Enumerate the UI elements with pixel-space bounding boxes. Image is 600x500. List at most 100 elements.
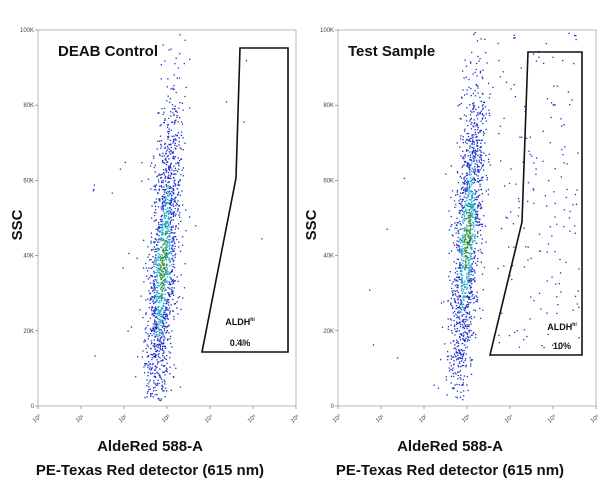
- event-dot: [475, 62, 478, 65]
- event-dot: [164, 277, 166, 279]
- event-dot: [165, 198, 167, 200]
- event-dot: [173, 200, 175, 203]
- event-dot: [482, 176, 484, 179]
- event-dot: [498, 132, 500, 135]
- event-dot: [188, 216, 191, 218]
- event-dot: [487, 158, 490, 161]
- event-dot: [556, 312, 558, 315]
- event-dot: [175, 119, 177, 121]
- event-dot: [556, 296, 558, 298]
- event-dot: [160, 274, 162, 276]
- event-dot: [450, 375, 452, 377]
- event-dot: [141, 161, 143, 164]
- event-dot: [578, 268, 580, 270]
- event-dot: [150, 240, 152, 242]
- event-dot: [160, 313, 163, 316]
- event-dot: [147, 298, 149, 300]
- event-dot: [156, 274, 158, 276]
- y-tick-label: 40K: [23, 254, 34, 260]
- event-dot: [480, 223, 482, 225]
- event-dot: [170, 258, 173, 260]
- event-dot: [461, 237, 464, 239]
- event-dot: [163, 275, 165, 277]
- event-dot: [462, 338, 464, 340]
- event-dot: [517, 198, 520, 200]
- event-dot: [464, 128, 466, 130]
- event-dot: [176, 111, 178, 113]
- event-dot: [156, 382, 158, 384]
- event-dot: [157, 311, 159, 313]
- event-dot: [474, 218, 476, 220]
- event-dot: [464, 308, 466, 310]
- event-dot: [146, 385, 148, 387]
- event-dot: [484, 225, 486, 227]
- event-dot: [175, 169, 177, 172]
- event-dot: [165, 369, 168, 372]
- event-dot: [549, 142, 552, 144]
- event-dot: [442, 301, 445, 303]
- event-dot: [159, 218, 162, 221]
- event-dot: [152, 155, 155, 157]
- event-dot: [546, 280, 548, 282]
- event-dot: [533, 189, 535, 191]
- event-dot: [173, 294, 175, 297]
- event-dot: [462, 136, 464, 138]
- event-dot: [169, 230, 171, 233]
- event-dot: [149, 165, 152, 167]
- event-dot: [467, 336, 470, 339]
- event-dot: [466, 245, 468, 247]
- event-dot: [472, 261, 475, 263]
- event-dot: [461, 306, 464, 308]
- event-dot: [173, 281, 175, 283]
- event-dot: [179, 386, 182, 388]
- event-dot: [461, 315, 463, 317]
- event-dot: [460, 333, 462, 336]
- event-dot: [467, 195, 469, 197]
- event-dot: [466, 188, 468, 191]
- event-dot: [93, 188, 95, 191]
- event-dot: [177, 297, 179, 299]
- event-dot: [514, 36, 516, 39]
- event-dot: [166, 253, 169, 255]
- event-dot: [159, 295, 161, 297]
- event-dot: [173, 88, 175, 91]
- event-dot: [471, 238, 473, 240]
- event-dot: [173, 157, 175, 160]
- event-dot: [467, 389, 469, 392]
- event-dot: [176, 170, 179, 173]
- event-dot: [467, 262, 470, 265]
- event-dot: [160, 208, 163, 210]
- event-dot: [461, 200, 463, 203]
- event-dot: [162, 251, 165, 254]
- event-dot: [468, 185, 471, 187]
- event-dot: [172, 376, 175, 378]
- event-dot: [154, 335, 156, 337]
- event-dot: [159, 328, 161, 330]
- event-dot: [168, 212, 171, 215]
- event-dot: [478, 169, 480, 171]
- event-dot: [169, 111, 172, 113]
- event-dot: [467, 193, 469, 196]
- event-dot: [471, 142, 473, 145]
- event-dot: [163, 265, 165, 267]
- event-dot: [468, 225, 470, 227]
- event-dot: [164, 196, 166, 198]
- event-dot: [179, 117, 181, 119]
- event-dot: [518, 346, 521, 348]
- event-dot: [164, 162, 166, 164]
- event-dot: [160, 78, 162, 80]
- event-dot: [172, 310, 174, 312]
- event-dot: [462, 156, 464, 158]
- event-dot: [162, 159, 164, 162]
- event-dot: [165, 390, 168, 392]
- event-dot: [459, 361, 461, 363]
- event-dot: [510, 168, 512, 170]
- event-dot: [163, 310, 165, 312]
- event-dot: [167, 252, 170, 254]
- event-dot: [161, 285, 163, 287]
- event-dot: [455, 330, 458, 333]
- event-dot: [459, 242, 462, 244]
- event-dot: [513, 83, 515, 86]
- event-dot: [474, 280, 476, 282]
- event-dot: [466, 188, 468, 190]
